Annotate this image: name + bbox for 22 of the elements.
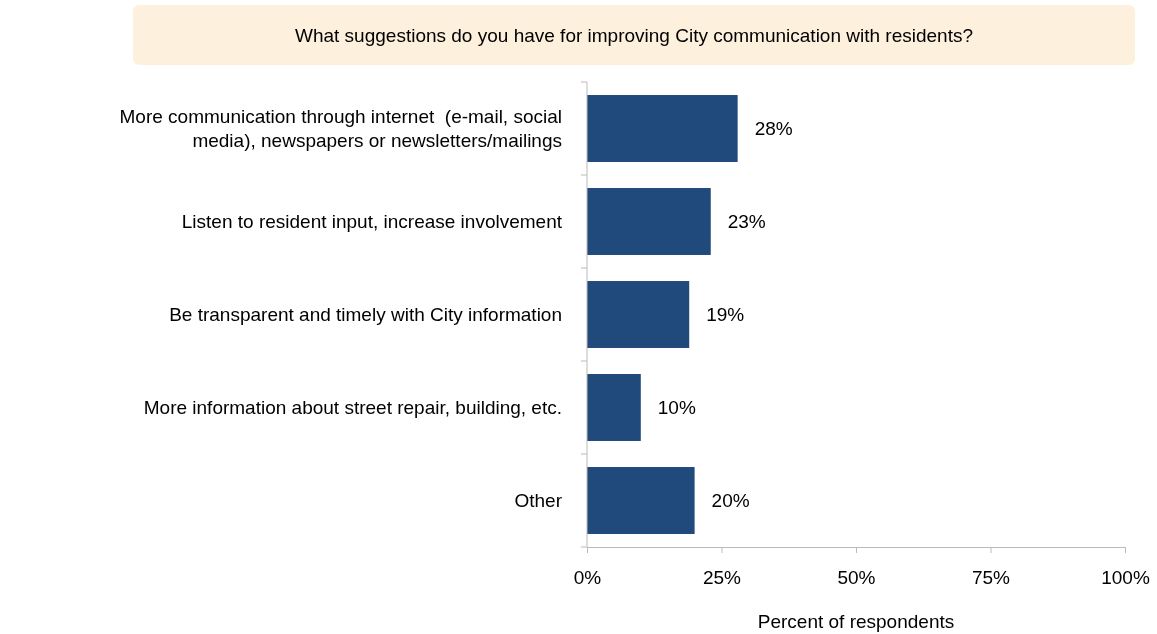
- data-label: 10%: [657, 397, 696, 419]
- bar: [587, 281, 690, 348]
- bar: [587, 188, 711, 255]
- y-tick-label: Listen to resident input, increase involvement: [181, 211, 563, 233]
- bar: [587, 374, 641, 441]
- y-tick-label: More communication through internet (e-mail, social media), newspapers or newsletters/mailings: [119, 106, 562, 152]
- y-tick-label: Other: [514, 490, 563, 512]
- data-label: 20%: [711, 490, 750, 512]
- x-axis-title: Percent of respondents: [757, 611, 955, 632]
- x-tick-label: 0%: [573, 567, 602, 589]
- bar: [587, 95, 738, 162]
- x-tick-label: 75%: [971, 567, 1011, 589]
- data-label: 19%: [706, 304, 745, 326]
- bar: [587, 467, 695, 534]
- data-label: 28%: [754, 118, 793, 140]
- y-tick-label: More information about street repair, building, etc.: [143, 397, 562, 419]
- x-tick-label: 50%: [837, 567, 876, 589]
- data-label: 23%: [727, 211, 766, 233]
- x-tick-label: 25%: [702, 567, 742, 589]
- y-tick-label: Be transparent and timely with City information: [169, 304, 562, 326]
- x-tick-label: 100%: [1101, 567, 1150, 589]
- chart-title: What suggestions do you have for improving City communication with residents?: [295, 25, 973, 46]
